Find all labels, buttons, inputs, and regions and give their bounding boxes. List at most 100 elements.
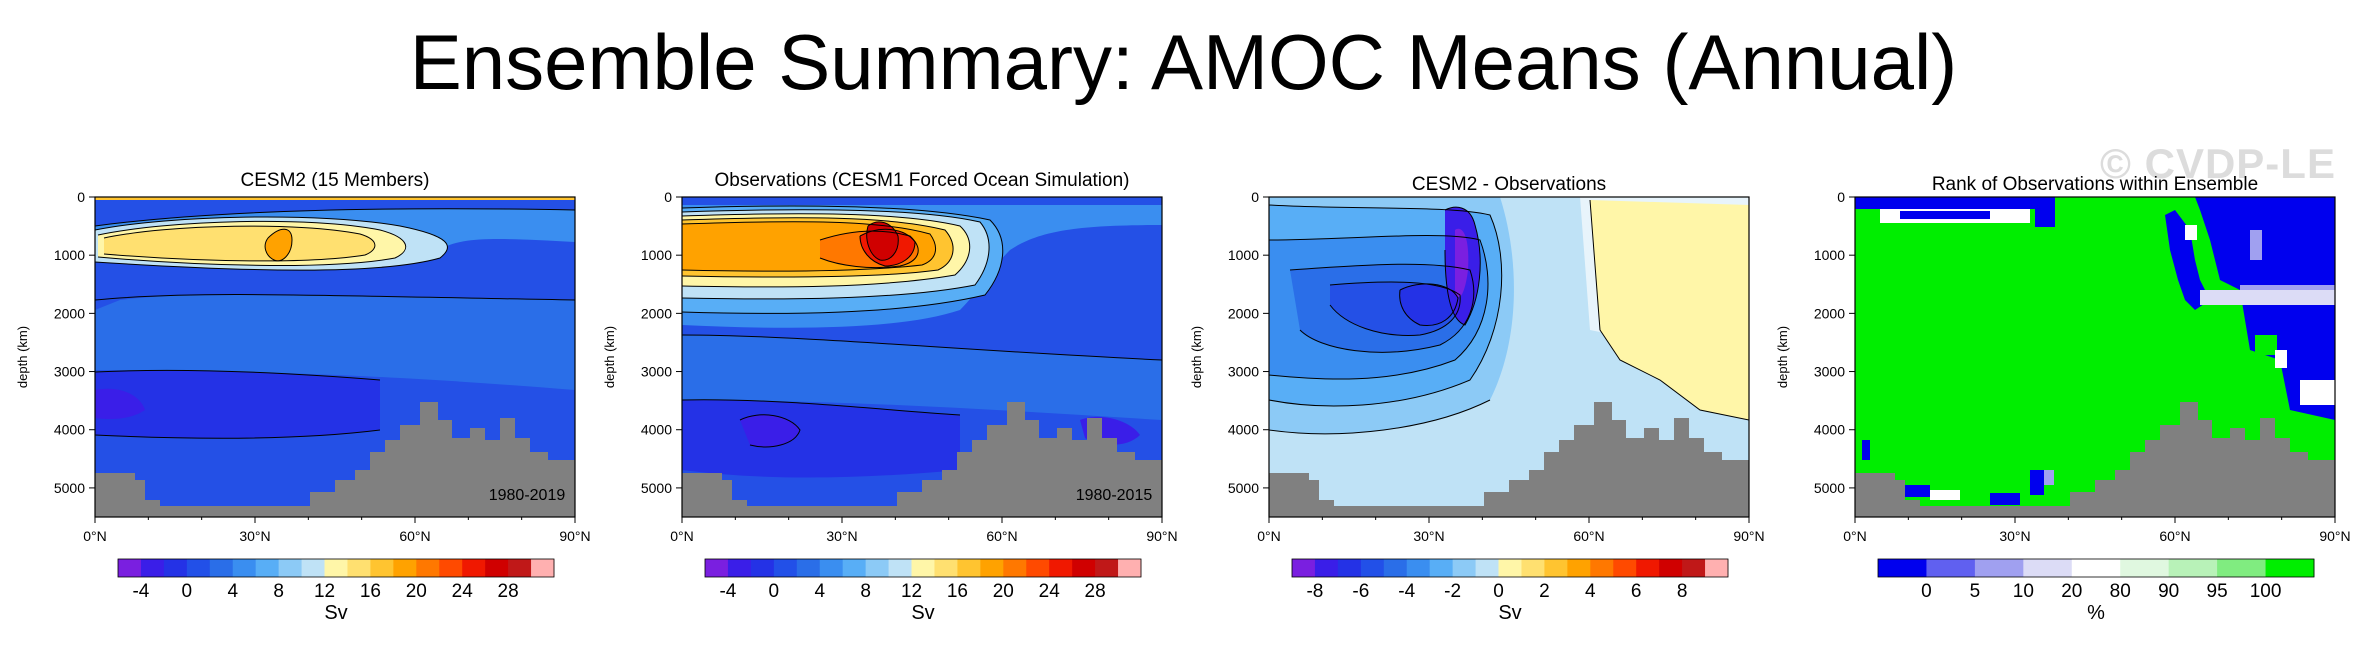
colorbar-swatch [1383,559,1408,577]
y-tick-label: 3000 [641,364,672,380]
colorbar-swatch [439,559,463,577]
axes-panel-1: depth (km) 0 1000 2000 3000 4000 5000 0°N 30°N 60… [15,189,591,544]
colorbar-swatch [255,559,280,577]
colorbar-swatch [1475,559,1500,577]
y-tick-label: 3000 [54,364,85,380]
colorbar-swatch [2023,559,2073,577]
colorbar-swatch [209,559,234,577]
colorbar-label: 20 [2061,581,2082,602]
colorbar-label: 8 [860,581,871,602]
colorbar-swatch [140,559,165,577]
x-tick-label: 60°N [986,528,1017,544]
colorbar-frame [1877,558,2315,578]
colorbar-swatch [2265,559,2315,577]
colorbar-label: 28 [1085,581,1106,602]
colorbar-swatch [393,559,417,577]
plot-frame [1854,196,2336,518]
x-tick-label: 0°N [83,528,107,544]
x-tick-label: 0°N [670,528,694,544]
colorbar-label: -2 [1444,581,1461,602]
colorbar-swatch [1337,559,1362,577]
colorbar-label: -6 [1352,581,1369,602]
colorbar-label: 95 [2207,581,2228,602]
colorbar-label: -4 [132,581,149,602]
colorbar-swatch [888,559,913,577]
y-tick-label: 4000 [54,422,85,438]
colorbar-label: 24 [1039,581,1061,602]
colorbar-label: -4 [719,581,736,602]
colorbar-swatch [1544,559,1568,577]
panel-observations: Observations (CESM1 Forced Ocean Simulat… [681,170,1163,518]
colorbar-label: 20 [406,581,427,602]
contour-field [682,197,1162,517]
colorbar-unit: Sv [1498,602,1521,624]
figure-title: Ensemble Summary: AMOC Means (Annual) [409,18,1958,106]
panel-difference: CESM2 - Observations [1268,174,1750,518]
colorbar-label: -4 [1398,581,1415,602]
colorbar-swatch [773,559,798,577]
colorbar-unit: Sv [911,602,934,624]
x-tick-label: 30°N [1999,528,2030,544]
colorbar-swatch [1429,559,1454,577]
colorbar-swatch [934,559,958,577]
colorbar-swatch [531,559,555,577]
y-tick-label: 4000 [1228,422,1259,438]
colorbar-swatch [2071,559,2121,577]
y-tick-label: 3000 [1228,364,1259,380]
colorbar-swatch [1095,559,1119,577]
panel-cesm2: CESM2 (15 Members) [94,170,576,518]
colorbar-swatch [796,559,821,577]
colorbar-panel-3: -8 -6 -4 -2 0 2 4 6 8 Sv [1291,558,1729,624]
axes-panel-4: depth (km) 0 1000 2000 3000 4000 5000 0°N 30°N 60… [1775,189,2351,544]
y-tick-label: 2000 [1228,305,1259,321]
colorbar-swatch [865,559,890,577]
y-tick-label: 0 [664,189,672,205]
colorbar-swatch [1360,559,1385,577]
colorbar-swatch [232,559,257,577]
colorbar-swatch [1613,559,1637,577]
x-tick-label: 60°N [1573,528,1604,544]
x-tick-label: 60°N [399,528,430,544]
colorbar-swatch [1003,559,1027,577]
x-tick-label: 90°N [1733,528,1764,544]
colorbar-swatch [1926,559,1976,577]
panel-title: Rank of Observations within Ensemble [1932,174,2258,195]
colorbar-label: 12 [314,581,335,602]
colorbar-label: 4 [1585,581,1596,602]
colorbar-swatch [1521,559,1545,577]
colorbar-label: 6 [1631,581,1642,602]
colorbar-swatch [2120,559,2170,577]
seafloor [95,402,575,517]
colorbar-swatch [1118,559,1142,577]
y-axis-label: depth (km) [1189,326,1204,388]
colorbar-panel-2: -4 0 4 8 12 16 20 24 28 Sv [704,558,1142,624]
x-tick-label: 90°N [2319,528,2350,544]
x-tick-label: 60°N [2159,528,2190,544]
colorbar-swatch [1049,559,1073,577]
colorbar-swatch [2217,559,2267,577]
y-axis-label: depth (km) [1775,326,1790,388]
colorbar-swatch [705,559,729,577]
colorbar-swatch [118,559,142,577]
x-tick-label: 90°N [559,528,590,544]
colorbar-swatch [370,559,394,577]
axes-panel-2: depth (km) 0 1000 2000 3000 4000 5000 0°N 30°N 60… [602,189,1178,544]
y-tick-label: 1000 [1228,247,1259,263]
colorbar-label: 5 [1970,581,1981,602]
contour-field [95,197,575,517]
colorbar-swatch [508,559,532,577]
colorbar-swatch [1567,559,1591,577]
colorbar-swatch [416,559,440,577]
period-label: 1980-2019 [489,487,566,504]
y-tick-label: 5000 [1228,480,1259,496]
colorbar-swatch [278,559,303,577]
colorbar-swatch [1452,559,1477,577]
colorbar-label: 0 [769,581,780,602]
colorbar-label: 100 [2250,581,2282,602]
y-tick-label: 5000 [641,480,672,496]
seafloor [1855,402,2335,517]
colorbar-label: 12 [901,581,922,602]
colorbar-swatch [842,559,867,577]
colorbar-label: 20 [993,581,1014,602]
